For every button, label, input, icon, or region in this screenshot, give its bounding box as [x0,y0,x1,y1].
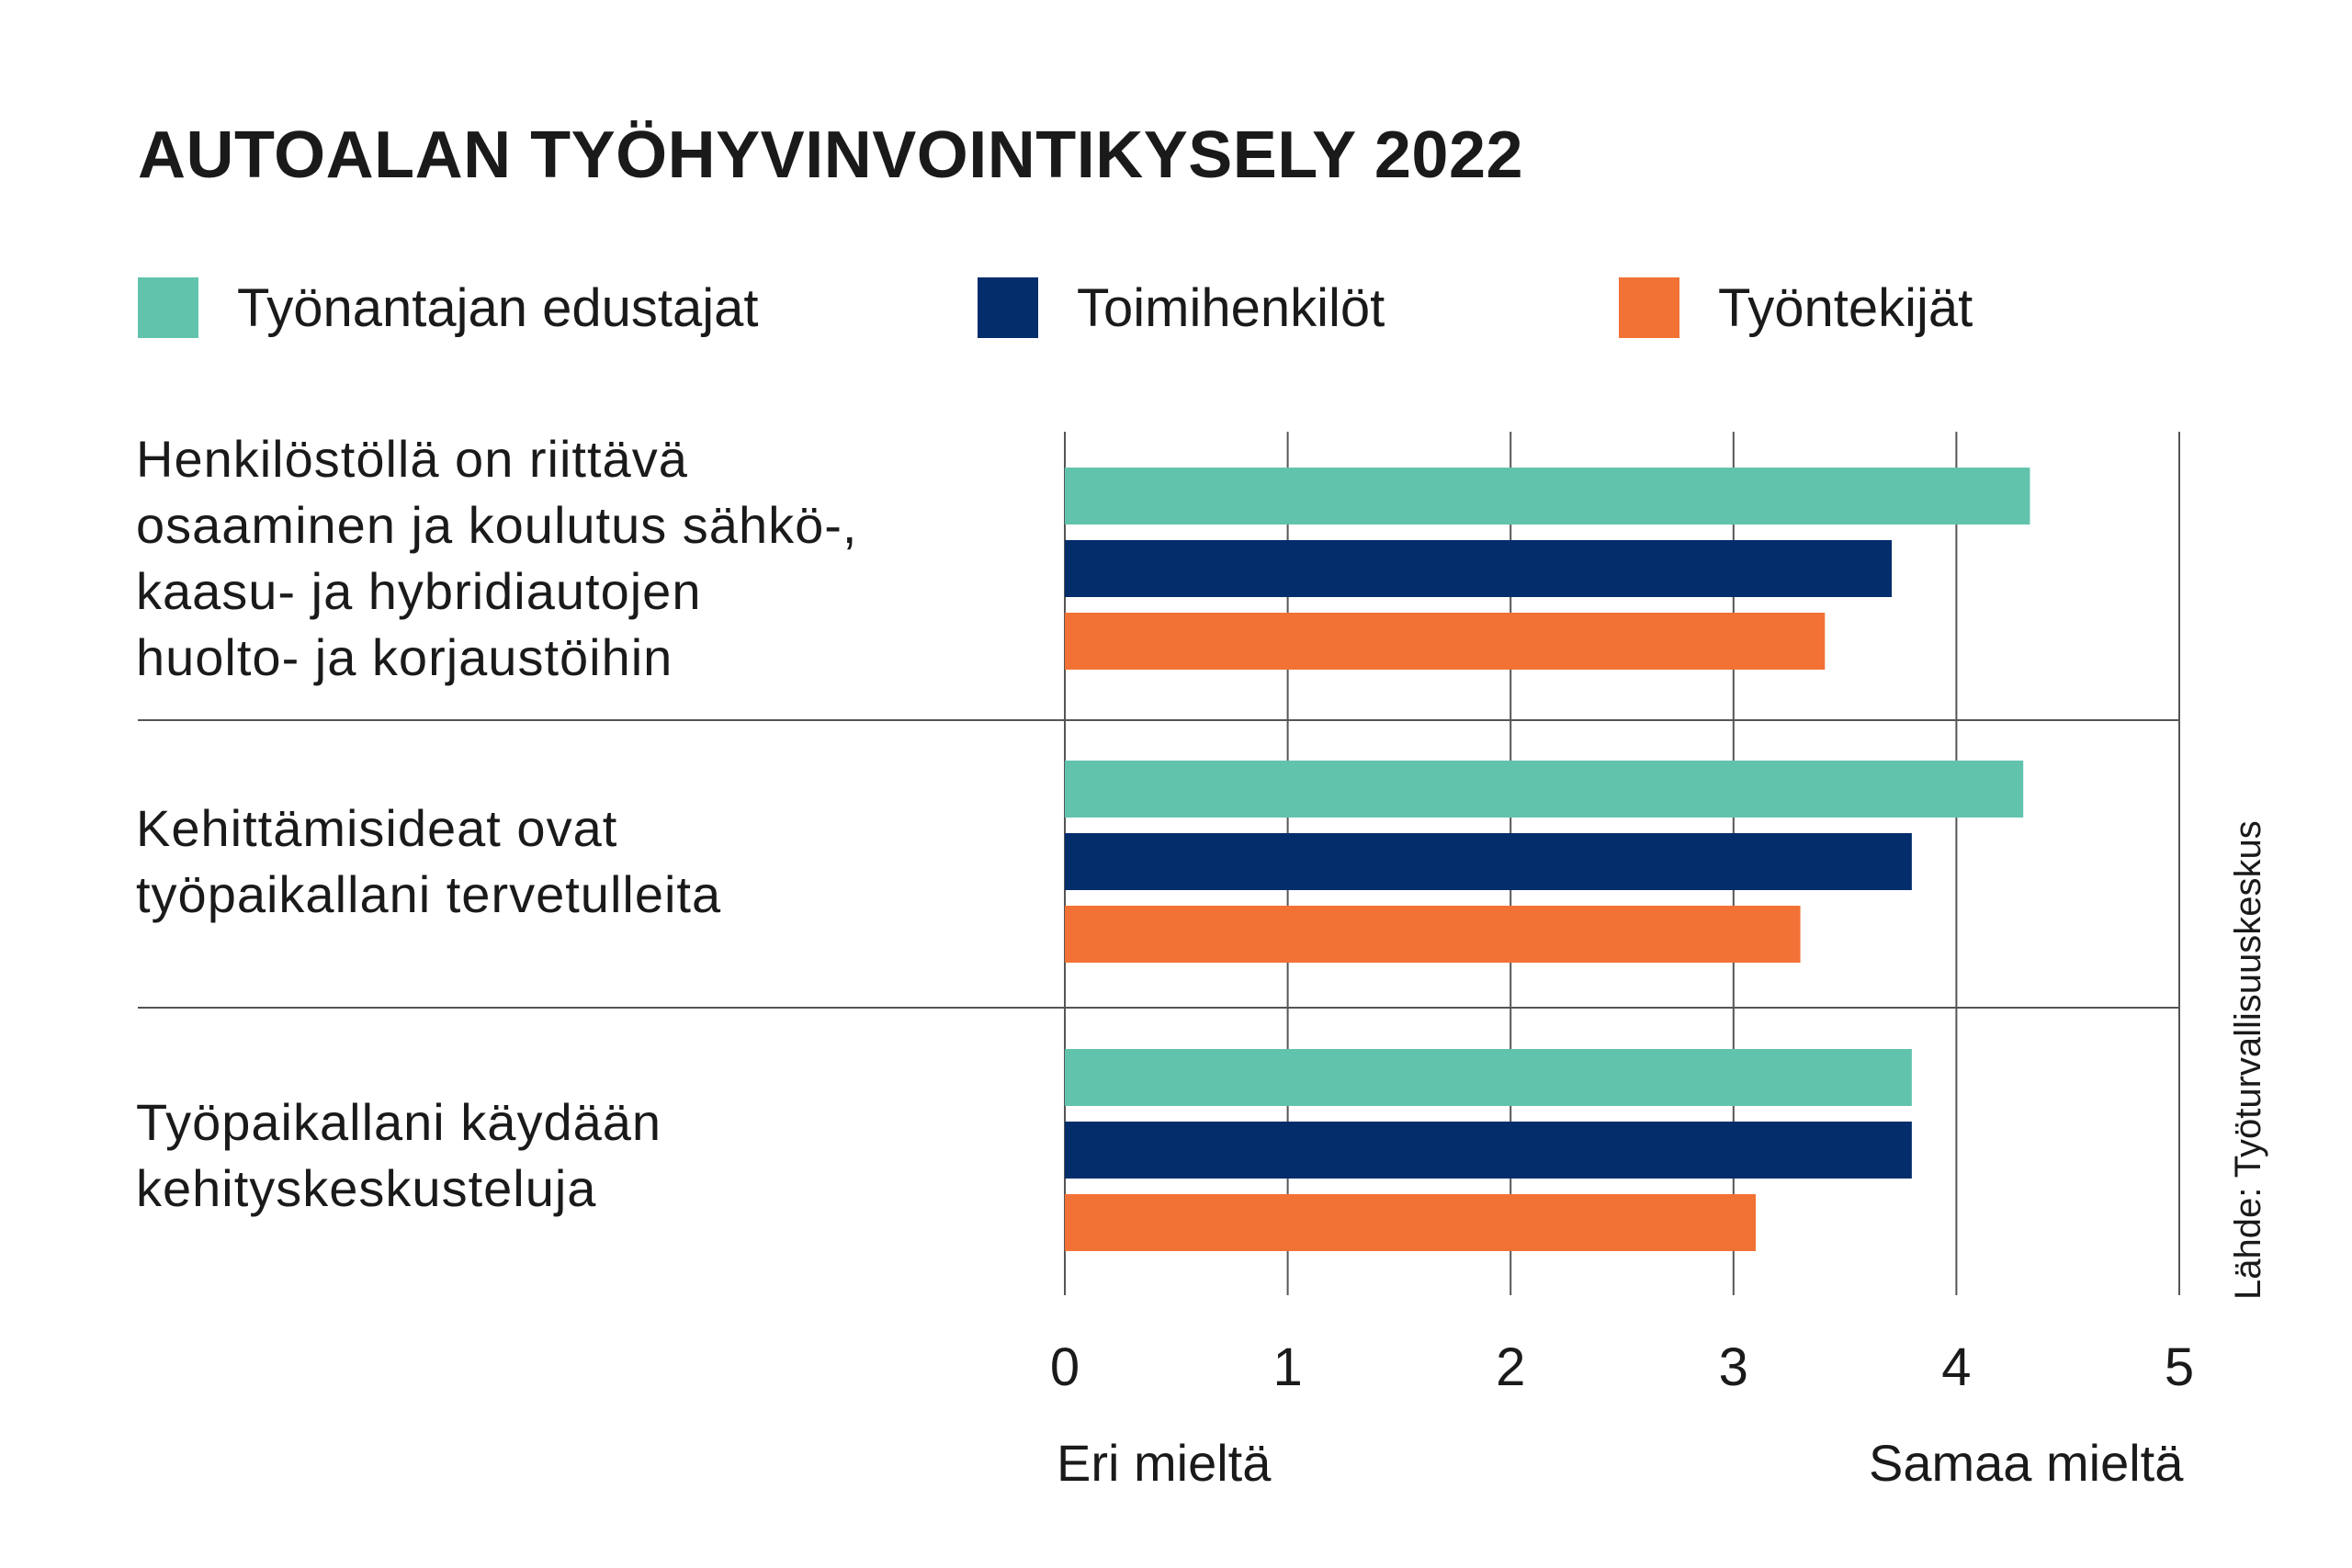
legend-item-tyontekijat: Työntekijät [1619,277,1973,338]
axis-end-right-label: Samaa mieltä [1869,1434,2184,1492]
category-label-line: Kehittämisideat ovat [136,799,618,857]
x-tick-label: 4 [1941,1337,1971,1397]
category-label-1: Henkilöstöllä on riittävä osaaminen ja k… [136,426,857,691]
category-label-line: kaasu- ja hybridiautojen [136,562,702,620]
category-label-line: Henkilöstöllä on riittävä [136,430,688,488]
x-tick-label: 1 [1272,1337,1302,1397]
x-tick-label: 2 [1496,1337,1525,1397]
bar-2-series-2 [1065,833,1912,890]
x-tick-label: 3 [1719,1337,1748,1397]
legend-swatch [978,277,1038,338]
bar-2-series-1 [1065,761,2024,818]
legend-swatch [138,277,198,338]
legend-swatch [1619,277,1679,338]
bar-3-series-3 [1065,1194,1757,1251]
axis-end-left-label: Eri mieltä [1057,1434,1272,1492]
legend-label: Työnantajan edustajat [237,277,759,338]
legend-label: Työntekijät [1718,277,1973,338]
legend-item-toimihenkilot: Toimihenkilöt [978,277,1385,338]
category-label-line: työpaikallani tervetulleita [136,865,722,923]
bar-2-series-3 [1065,906,1801,963]
bar-3-series-1 [1065,1049,1912,1106]
legend-item-tyonantajan-edustajat: Työnantajan edustajat [138,277,759,338]
category-label-line: kehityskeskusteluja [136,1159,597,1217]
category-label-line: Työpaikallani käydään [136,1093,662,1151]
bar-3-series-2 [1065,1122,1912,1179]
source-note: Lähde: Työturvallisuuskeskus [2228,820,2268,1300]
bar-1-series-3 [1065,613,1826,670]
category-label-line: huolto- ja korjaustöihin [136,628,673,686]
x-tick-label: 0 [1050,1337,1080,1397]
bar-1-series-1 [1065,468,2030,525]
legend-label: Toimihenkilöt [1077,277,1385,338]
bar-1-series-2 [1065,540,1893,597]
x-tick-label: 5 [2165,1337,2194,1397]
chart-title: AUTOALAN TYÖHYVINVOINTIKYSELY 2022 [138,118,1524,192]
category-label-2: Kehittämisideat ovat työpaikallani terve… [136,795,721,928]
category-label-line: osaaminen ja koulutus sähkö-, [136,496,858,554]
category-label-3: Työpaikallani käydään kehityskeskusteluj… [136,1089,662,1222]
